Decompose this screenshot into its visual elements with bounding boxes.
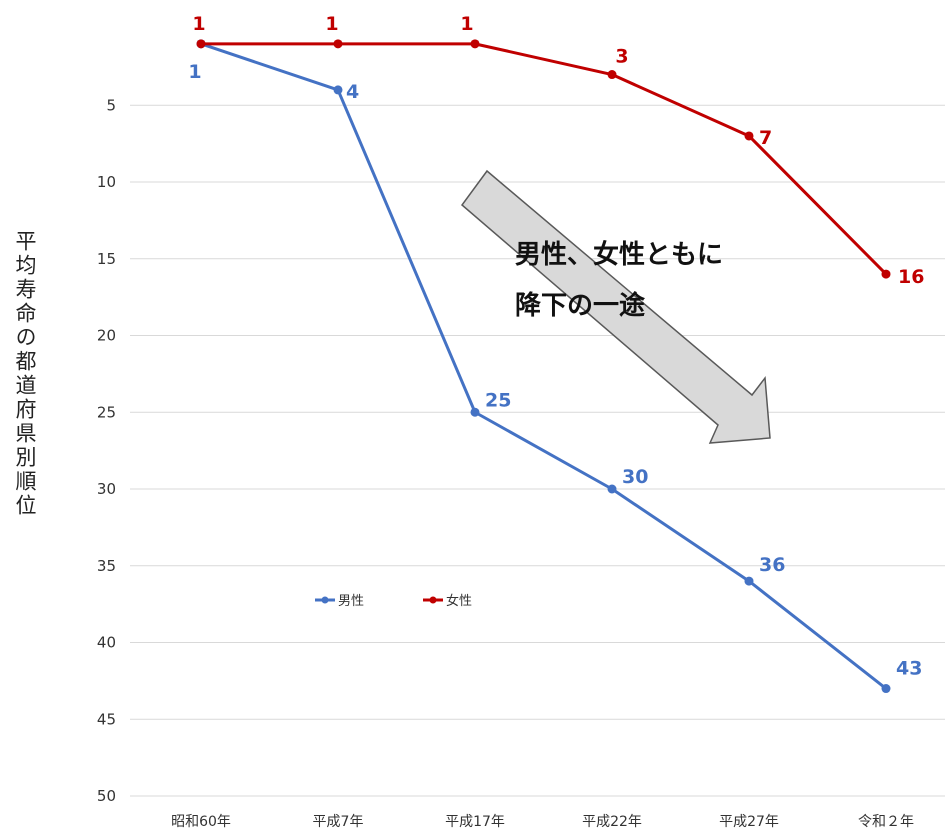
annotation-line-2: 降下の一途	[515, 290, 646, 321]
y-tick-label: 25	[97, 403, 116, 421]
series-line-female	[201, 42, 888, 276]
data-label-male: 4	[346, 81, 359, 103]
y-tick-label: 45	[97, 710, 116, 728]
x-tick-label: 平成17年	[445, 814, 505, 830]
legend-marker-female	[429, 596, 437, 604]
data-point-male	[333, 85, 343, 95]
down-arrow-shape	[460, 169, 771, 444]
data-label-female: 16	[898, 266, 924, 288]
data-label-female: 7	[759, 127, 772, 149]
data-point-female	[744, 131, 754, 141]
data-label-female: 3	[615, 46, 628, 68]
y-tick-label: 40	[97, 634, 116, 652]
series-lines	[196, 39, 891, 694]
data-label-male: 36	[759, 554, 785, 576]
data-point-male	[881, 684, 891, 694]
x-tick-label: 平成7年	[313, 814, 364, 830]
x-tick-labels: 昭和60年 平成7年 平成17年 平成22年 平成27年 令和２年	[171, 814, 914, 830]
legend-label-male: 男性	[338, 594, 364, 609]
data-point-female	[196, 39, 206, 49]
annotation-line-1: 男性、女性ともに	[515, 239, 723, 270]
x-tick-label: 令和２年	[858, 814, 914, 830]
data-point-male	[744, 576, 754, 586]
data-label-female: 1	[192, 13, 205, 35]
data-point-female	[607, 70, 617, 80]
legend-item-female: 女性	[423, 593, 472, 609]
data-point-female	[881, 269, 891, 279]
y-tick-labels: 5 10 15 20 25 30 35 40 45 50	[97, 96, 116, 805]
legend-item-male: 男性	[315, 594, 364, 609]
data-label-female: 1	[325, 13, 338, 35]
data-labels: 1 4 25 30 36 43 1 1 1 3 7 16	[188, 13, 924, 680]
data-label-male: 30	[622, 466, 648, 488]
data-point-male	[607, 484, 617, 494]
data-point-female	[333, 39, 343, 49]
data-label-female: 1	[460, 13, 473, 35]
y-axis-label: 平均寿命の都道府県別順位	[13, 230, 37, 518]
y-tick-label: 35	[97, 557, 116, 575]
data-label-male: 1	[188, 61, 201, 83]
data-label-male: 25	[485, 389, 511, 411]
y-tick-label: 10	[97, 173, 116, 191]
x-tick-label: 平成22年	[582, 814, 642, 830]
legend-marker-male	[321, 596, 329, 604]
y-tick-label: 5	[106, 96, 116, 114]
x-tick-label: 昭和60年	[171, 814, 231, 830]
y-tick-label: 30	[97, 480, 116, 498]
y-tick-label: 50	[97, 787, 116, 805]
data-point-male	[470, 407, 480, 417]
x-tick-label: 平成27年	[719, 814, 779, 830]
y-tick-label: 15	[97, 250, 116, 268]
legend-label-female: 女性	[446, 593, 472, 609]
data-label-male: 43	[896, 658, 922, 680]
legend: 男性 女性	[315, 593, 472, 609]
series-line-male	[200, 42, 887, 690]
data-point-female	[470, 39, 480, 49]
trend-annotation: 男性、女性ともに 降下の一途	[460, 169, 771, 444]
y-tick-label: 20	[97, 327, 116, 345]
